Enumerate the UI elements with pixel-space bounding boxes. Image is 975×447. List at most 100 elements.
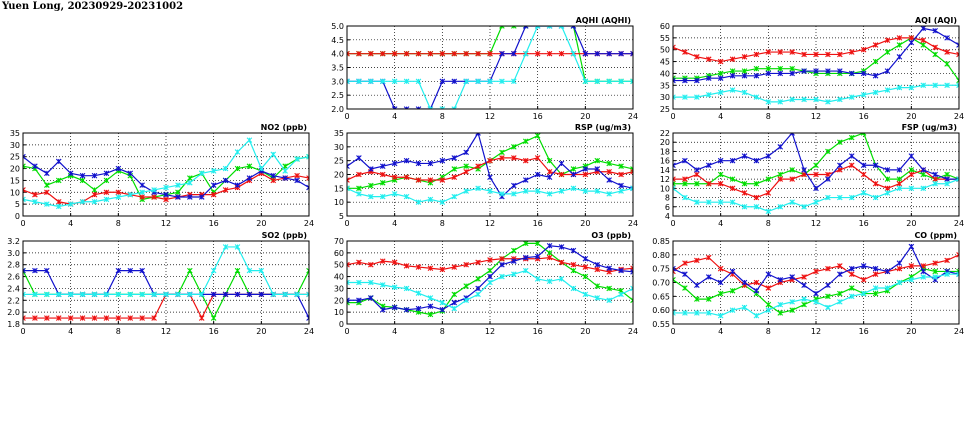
data-point-blue — [920, 26, 927, 32]
data-point-cyan — [258, 267, 265, 274]
x-tick-label: 16 — [859, 327, 869, 336]
y-tick-label: 20 — [10, 165, 20, 174]
data-point-blue — [391, 304, 398, 311]
y-tick-label: 10 — [334, 198, 344, 207]
data-point-green — [511, 247, 517, 254]
data-point-blue — [175, 194, 181, 200]
y-tick-label: 0.70 — [652, 279, 670, 288]
data-point-cyan — [415, 78, 422, 85]
y-tick-label: 15 — [334, 184, 344, 193]
data-point-cyan — [487, 188, 493, 194]
data-point-cyan — [511, 271, 517, 277]
x-tick-label: 24 — [954, 219, 964, 228]
data-point-cyan — [872, 89, 879, 96]
data-point-blue — [44, 170, 50, 177]
data-point-red — [415, 50, 422, 57]
data-point-cyan — [522, 267, 529, 274]
data-point-green — [908, 167, 915, 173]
data-point-blue — [848, 70, 855, 77]
series-group — [23, 244, 309, 321]
data-point-blue — [347, 163, 350, 169]
data-point-blue — [729, 73, 736, 79]
data-point-green — [801, 301, 807, 308]
data-point-blue — [777, 70, 784, 77]
data-point-red — [499, 255, 505, 262]
data-point-red — [848, 49, 855, 55]
data-point-cyan — [463, 78, 469, 85]
data-point-blue — [451, 155, 458, 161]
data-point-red — [594, 266, 601, 273]
data-point-red — [825, 171, 831, 178]
chart-title: RSP (ug/m3) — [575, 123, 631, 132]
x-tick-label: 24 — [304, 327, 314, 336]
data-point-blue — [23, 153, 26, 160]
data-point-red — [908, 263, 915, 269]
data-point-blue — [127, 267, 134, 274]
data-point-cyan — [127, 291, 134, 298]
data-point-red — [837, 167, 843, 173]
data-point-blue — [801, 282, 807, 289]
data-point-red — [115, 315, 122, 321]
x-tick-label: 8 — [766, 219, 771, 228]
data-point-red — [415, 264, 422, 270]
data-point-blue — [570, 171, 577, 178]
data-point-cyan — [451, 305, 458, 312]
data-point-red — [813, 171, 819, 178]
data-point-blue — [139, 267, 145, 274]
data-point-green — [825, 293, 831, 300]
x-tick-label: 16 — [209, 219, 219, 228]
data-point-green — [673, 276, 676, 283]
data-point-cyan — [729, 307, 736, 313]
data-point-blue — [522, 26, 529, 29]
data-point-cyan — [872, 194, 879, 201]
y-tick-label: 0.75 — [652, 265, 670, 274]
chart-so2: 0 4 8 12 16 20 24 1.8 2.0 2.2 2.4 2.6 2.8 3.0 3.2 SO2 (… — [7, 231, 314, 336]
data-point-red — [439, 266, 446, 273]
data-point-green — [187, 267, 193, 274]
data-point-green — [896, 176, 903, 182]
data-point-blue — [908, 153, 915, 159]
data-point-blue — [67, 170, 74, 177]
y-tick-label: 15 — [10, 176, 20, 185]
x-tick-label: 0 — [344, 327, 349, 336]
data-point-cyan — [546, 26, 553, 29]
data-point-blue — [415, 160, 422, 167]
data-point-blue — [582, 50, 589, 57]
data-point-blue — [789, 70, 795, 77]
data-point-green — [79, 177, 86, 184]
data-point-green — [837, 139, 843, 146]
x-tick-label: 4 — [68, 219, 73, 228]
data-point-cyan — [356, 279, 362, 286]
data-point-red — [55, 198, 62, 205]
data-point-cyan — [777, 99, 784, 105]
data-point-cyan — [23, 196, 26, 203]
data-point-blue — [717, 279, 724, 286]
data-point-red — [511, 155, 517, 161]
data-point-green — [451, 166, 458, 172]
data-point-red — [475, 163, 481, 169]
data-point-blue — [896, 54, 903, 60]
chart-o3: 0 4 8 12 16 20 24 0 10 20 30 40 50 60 70 O3 (ppb) — [334, 231, 638, 336]
data-point-blue — [391, 160, 398, 167]
data-point-red — [306, 175, 309, 181]
data-point-blue — [415, 106, 422, 109]
plot-frame — [672, 25, 960, 110]
data-point-blue — [606, 177, 612, 183]
data-point-red — [694, 257, 700, 264]
data-point-cyan — [765, 99, 772, 105]
data-point-green — [23, 163, 26, 169]
data-point-cyan — [55, 203, 62, 210]
data-point-blue — [558, 244, 565, 250]
data-point-cyan — [884, 285, 891, 291]
data-point-cyan — [439, 106, 446, 109]
y-tick-label: 4 — [665, 212, 670, 221]
chart-title: AQHI (AQHI) — [576, 16, 631, 25]
data-point-cyan — [175, 291, 181, 298]
data-point-cyan — [499, 191, 505, 197]
data-point-red — [379, 50, 386, 57]
data-point-red — [103, 189, 110, 196]
data-point-green — [451, 291, 458, 298]
data-point-green — [884, 49, 891, 55]
plot-frame — [672, 132, 960, 217]
data-point-blue — [210, 291, 217, 298]
